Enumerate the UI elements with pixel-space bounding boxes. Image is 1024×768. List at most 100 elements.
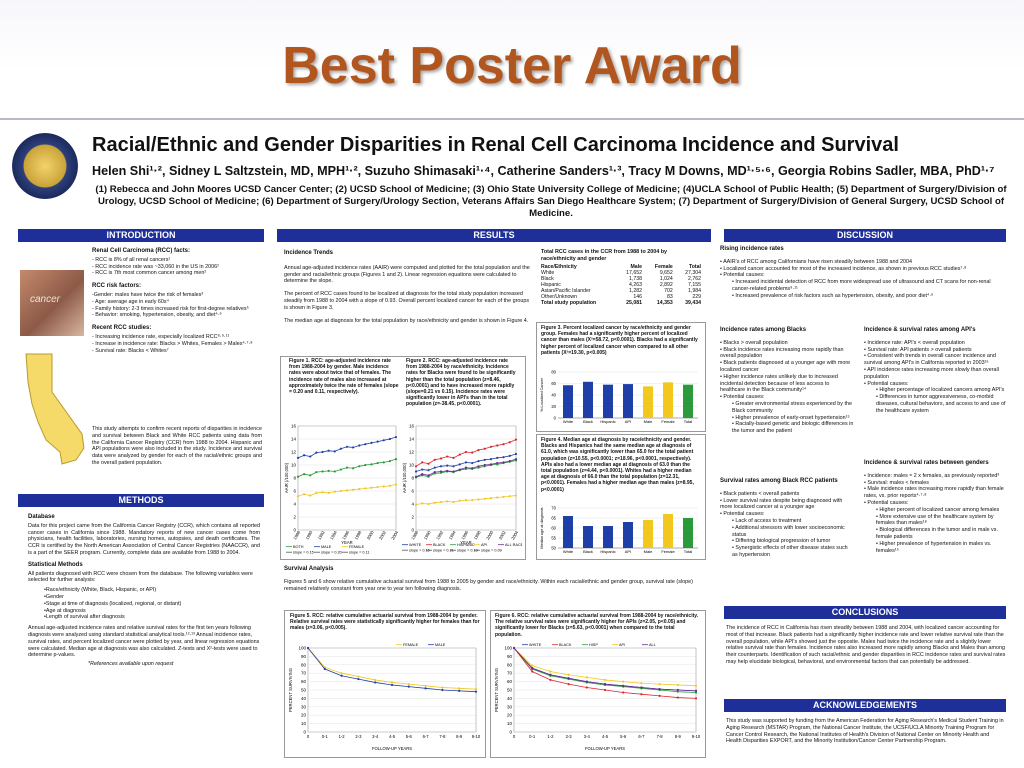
x-axis-label: FOLLOW-UP YEARS [372,746,412,751]
data-point [333,470,336,473]
intro-aim: This study attempts to confirm recent re… [92,426,262,466]
data-point [433,471,436,474]
x-tick-label: Total [684,549,693,554]
photo-caption: cancer [30,294,61,305]
data-point [390,683,394,687]
x-tick-label: 4-5 [602,734,609,739]
data-point [483,447,486,450]
legend-label: HISPANIC [457,543,475,547]
x-tick-label: 1994 [448,529,457,540]
list-item: • Racially-based genetic and biologic di… [732,421,854,435]
x-tick-label: 3-4 [584,734,591,739]
legend-label: slope = 0.15 [409,549,430,553]
data-point [340,672,343,675]
y-tick-label: 20 [301,713,307,718]
data-point [477,465,480,468]
facts-heading: Renal Cell Carcinoma (RCC) facts: [92,248,191,254]
trends-text-3: The median age at diagnosis for the tota… [284,317,529,324]
legend-label: slope = 0.09 [481,549,502,553]
legend-label: slope = 0.20 [321,551,342,555]
list-item: - RCC incidence rate was ~33,060 in the … [92,263,219,270]
y-axis-label: % Localized Cancer [540,377,544,412]
data-point [421,473,424,476]
data-point [388,460,391,463]
y-tick-label: 55 [551,536,556,541]
data-point [441,686,444,689]
data-point [489,445,493,448]
y-tick-label: 4 [411,502,414,507]
data-point [514,452,518,456]
list-item: •Length of survival after diagnosis [44,614,125,621]
data-point [694,689,698,692]
bar [623,384,633,418]
legend-label: slope = 0.15 [293,551,314,555]
legend-label: slope = 0.21 [433,549,454,553]
data-point [364,463,367,467]
table-cell: 27,304 [685,270,701,276]
data-point [585,676,588,679]
list-item: • More extensive use of the healthcare s… [876,513,994,527]
data-point [323,667,326,671]
x-tick-label: Hispanic [600,549,615,554]
conclusions-header: CONCLUSIONS [724,606,1006,619]
award-title: Best Poster Award [282,37,742,95]
data-point [452,456,455,459]
table-cell: 14,353 [656,300,673,306]
data-point [296,495,300,498]
x-tick-label: 1992 [317,529,326,540]
data-point [352,446,355,449]
data-point [452,470,455,473]
y-tick-label: 2 [411,515,414,520]
x-tick-label: 0-1 [529,734,536,739]
x-tick-label: 1992 [435,529,444,540]
list-item: • Localized cancer accounted for most of… [720,265,967,272]
survival-heading: Survival Analysis [284,566,334,572]
list-item: • Consistent with trends in overall canc… [864,353,996,367]
legend-label: WHITE [409,543,422,547]
x-tick-label: 7-8 [657,734,664,739]
legend-label: API [481,543,487,547]
bar [643,520,653,548]
bar [663,514,673,548]
data-point [458,689,461,692]
y-tick-label: 100 [298,646,306,651]
table-cell: Total [688,264,701,270]
risk-heading: RCC risk factors: [92,283,142,290]
y-axis-label: AAIR (/100,000) [284,462,289,493]
data-point [376,440,379,443]
data-point [333,450,336,453]
data-point [306,646,310,650]
data-point [358,444,361,447]
list-item: •Gender [44,593,64,600]
risk-list: -Gender: males have twice the risk of fe… [92,292,262,319]
x-tick-label: Male [644,549,653,554]
y-tick-label: 90 [507,654,513,659]
y-tick-label: 50 [551,546,556,551]
data-point [458,463,461,466]
data-point [464,499,468,502]
list-item: • Differing biological progression of tu… [732,538,831,545]
legend-label: API [619,643,625,647]
statistics-text: All patients diagnosed with RCC were cho… [28,570,253,584]
data-point [388,484,391,487]
data-point [471,451,474,454]
list-item: • Black patients diagnosed at a younger … [720,360,851,373]
data-point [376,486,379,489]
x-tick-label: 1998 [353,529,362,540]
table-cell: Black [541,276,554,282]
table-cell: Hispanic [541,282,561,288]
legend-label: BOTH [293,545,304,549]
data-point [502,456,505,459]
data-point [471,499,474,502]
data-point [458,687,461,690]
table-row: Other/Unknown 146 83 229 [538,294,704,300]
y-tick-label: 60 [301,679,307,684]
data-point [567,677,570,680]
y-tick-label: 12 [409,450,415,455]
list-item: • Additional stressors with lower socioe… [732,524,845,538]
data-point [303,473,306,476]
data-point [531,667,534,670]
bar [603,526,613,548]
data-point [296,475,300,478]
list-item: - Age: average age in early 60s⁴ [92,298,169,305]
